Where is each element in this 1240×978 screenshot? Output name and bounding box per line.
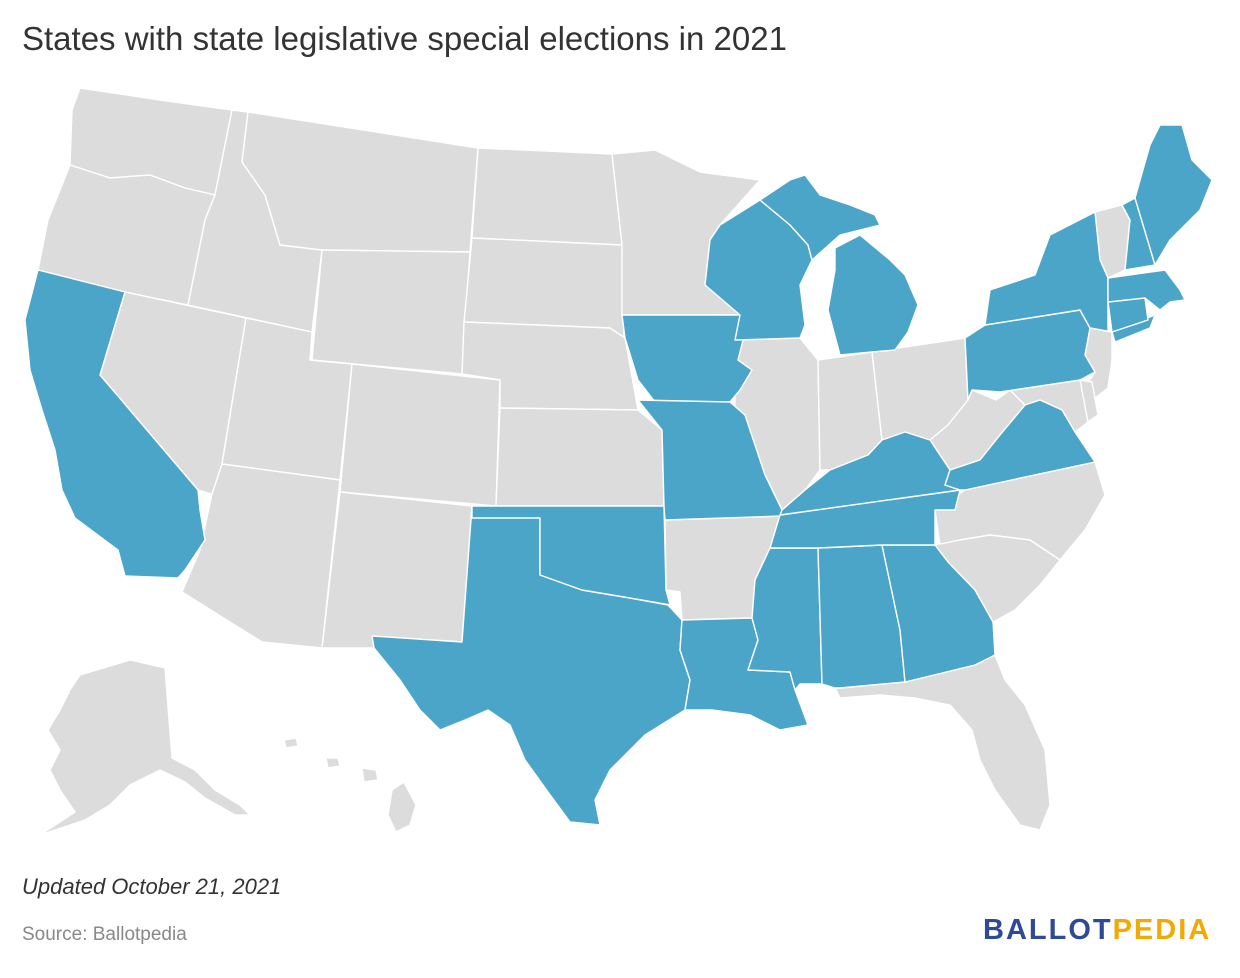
state-michigan-upper xyxy=(759,174,881,261)
state-kentucky xyxy=(779,431,961,516)
logo-part-ballot: BALLOT xyxy=(983,914,1113,946)
logo-part-pedia: PEDIA xyxy=(1112,914,1212,946)
state-montana xyxy=(241,111,479,253)
state-new-hampshire xyxy=(1121,197,1156,271)
updated-date: Updated October 21, 2021 xyxy=(22,874,282,899)
state-massachusetts xyxy=(1107,269,1186,311)
state-hawaii-maui xyxy=(361,767,379,783)
state-iowa xyxy=(621,314,753,403)
state-georgia xyxy=(881,544,996,683)
state-hawaii-kauai xyxy=(283,737,299,749)
state-hawaii xyxy=(387,781,417,833)
state-virginia xyxy=(944,399,1096,491)
us-map xyxy=(24,87,1213,836)
state-new-mexico xyxy=(321,491,473,649)
state-michigan-lower xyxy=(827,234,919,356)
state-oklahoma xyxy=(471,505,671,606)
state-california xyxy=(24,269,206,579)
state-new-york xyxy=(984,211,1113,333)
state-wyoming xyxy=(311,249,471,375)
state-tennessee xyxy=(769,489,961,549)
state-hawaii-oahu xyxy=(325,757,341,769)
source-note: Source: Ballotpedia xyxy=(22,924,187,945)
state-kansas xyxy=(495,407,665,507)
state-arizona xyxy=(181,463,341,649)
state-colorado xyxy=(339,363,501,507)
state-alaska xyxy=(39,659,251,836)
ballotpedia-logo[interactable]: BALLOTPEDIA xyxy=(983,914,1211,947)
state-maine xyxy=(1134,124,1213,266)
state-north-dakota xyxy=(471,147,623,246)
map-title: States with state legislative special el… xyxy=(22,20,787,57)
